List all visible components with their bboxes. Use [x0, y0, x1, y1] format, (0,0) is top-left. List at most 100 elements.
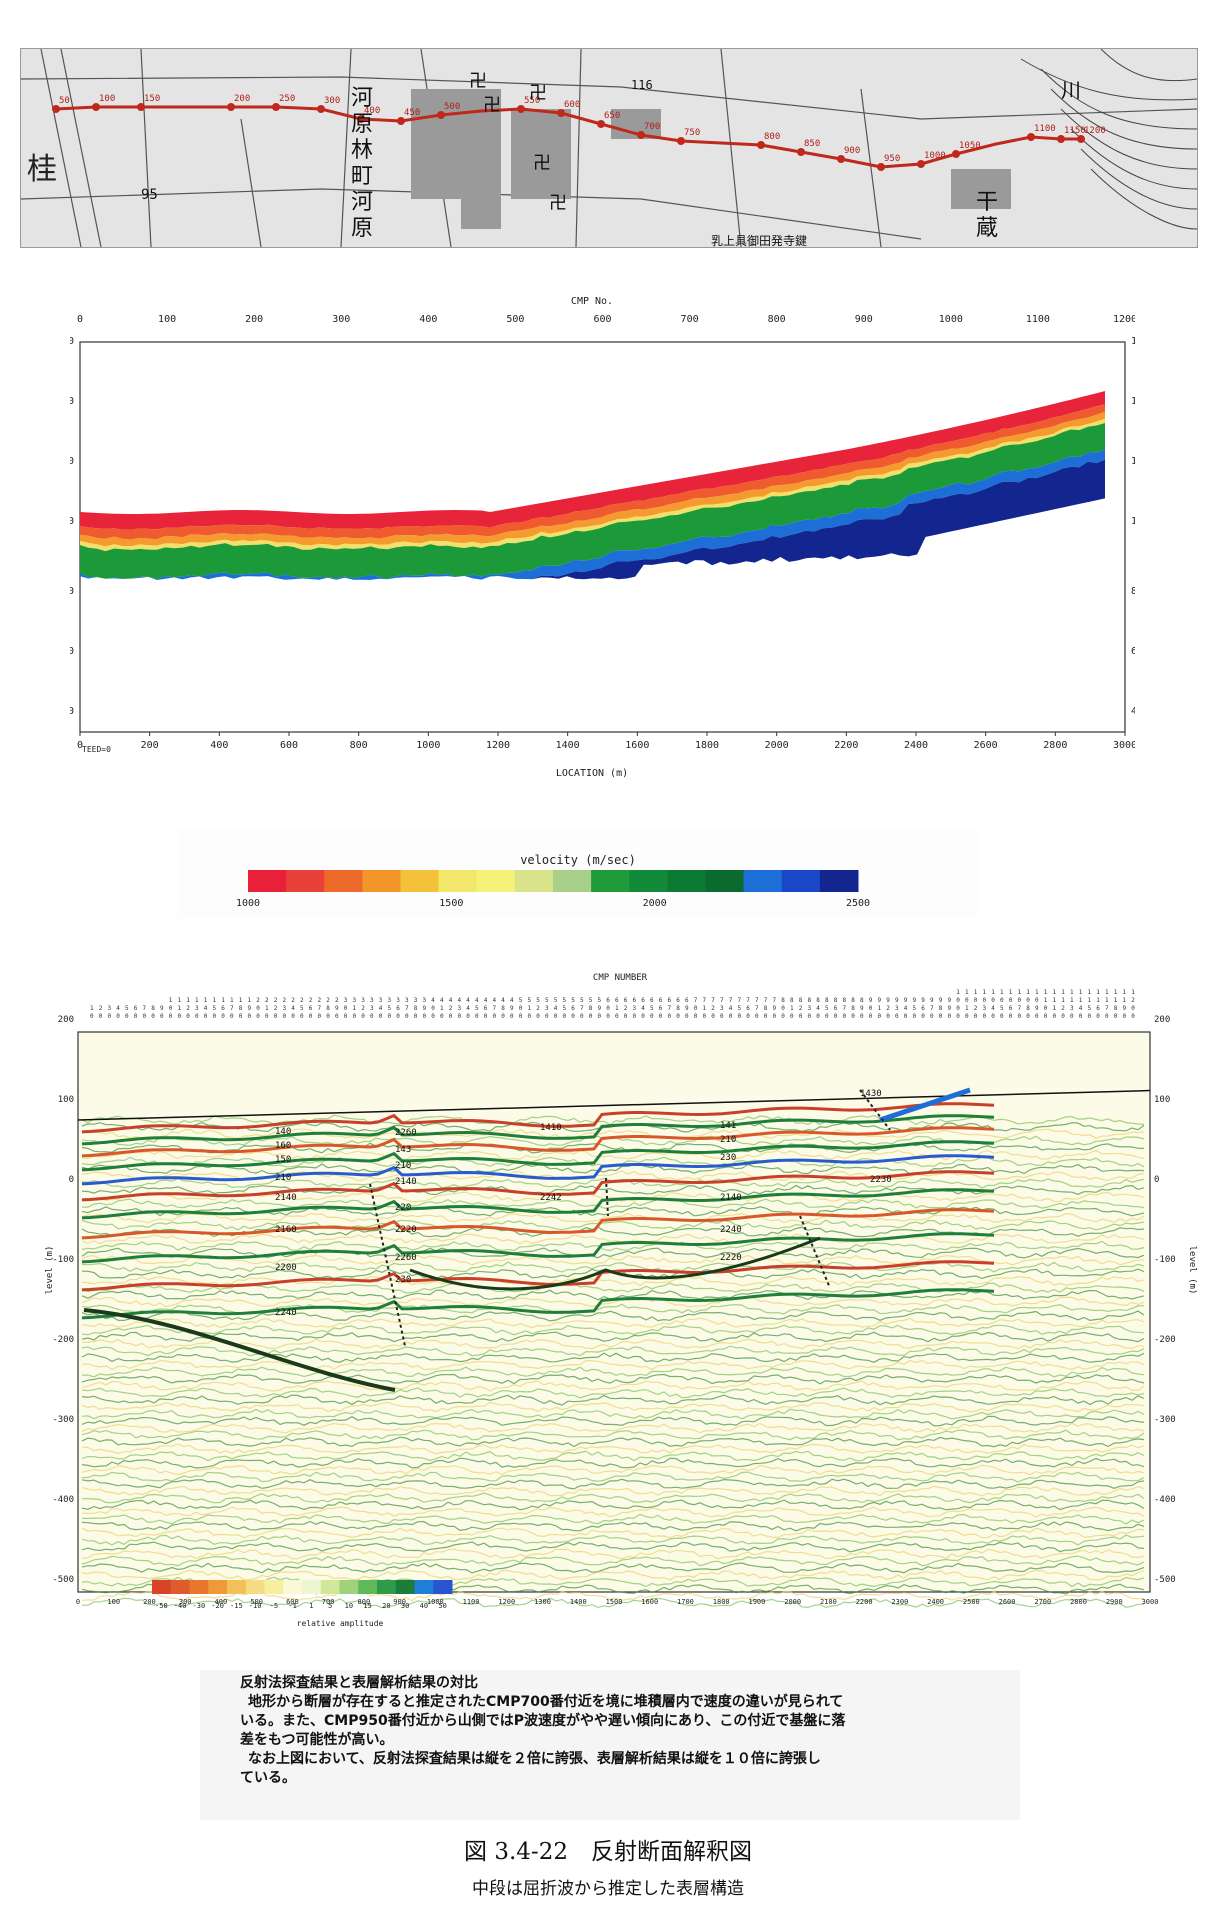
location-tick-label: 1800 — [695, 740, 719, 751]
cmp-digit: 0 — [458, 1013, 462, 1020]
cmp-digit: 5 — [125, 1005, 129, 1012]
velocity-legend-swatch — [706, 870, 745, 892]
amplitude-legend-swatch — [340, 1580, 359, 1594]
level-tick-label: 140 — [1131, 396, 1135, 407]
cmp-digit: 5 — [598, 997, 602, 1004]
cmp-digit: 6 — [659, 1005, 663, 1012]
cmp-digit: 1 — [221, 997, 225, 1004]
cmp-digit: 0 — [781, 1013, 785, 1020]
cmp-tick-label: 100 — [158, 314, 176, 325]
amplitude-legend-swatch — [152, 1580, 171, 1594]
cmp-digit: 7 — [720, 997, 724, 1004]
cmp-digit: 0 — [169, 1013, 173, 1020]
station-dot — [757, 141, 765, 149]
cmp-digit: 5 — [563, 1005, 567, 1012]
cmp-digit: 0 — [615, 1013, 619, 1020]
cmp-digit: 0 — [536, 1013, 540, 1020]
location-tick-label: 800 — [350, 740, 368, 751]
cmp-digit: 4 — [466, 997, 470, 1004]
temple-symbol: 卍 — [529, 83, 547, 104]
cmp-digit: 6 — [921, 1005, 925, 1012]
cmp-digit: 9 — [886, 997, 890, 1004]
cmp-digit: 3 — [405, 997, 409, 1004]
level-tick-label: 100 — [70, 516, 74, 527]
amplitude-legend-tick: -5 — [270, 1602, 278, 1610]
level-tick-label: 80 — [70, 586, 74, 597]
cmp-digit: 0 — [431, 1013, 435, 1020]
cmp-digit: 4 — [501, 997, 505, 1004]
cmp-digit: 0 — [125, 1013, 129, 1020]
cmp-digit: 3 — [414, 997, 418, 1004]
station-label: 750 — [684, 128, 700, 138]
cmp-digit: 6 — [606, 997, 610, 1004]
amplitude-legend-tick: 10 — [345, 1602, 353, 1610]
cmp-tick-label: 1000 — [939, 314, 963, 325]
station-dot — [1077, 135, 1085, 143]
cmp-digit: 6 — [309, 1005, 313, 1012]
station-dot — [637, 131, 645, 139]
amplitude-legend-swatch — [433, 1580, 452, 1594]
horizon-label: 230 — [395, 1275, 411, 1285]
cmp-digit: 0 — [221, 1013, 225, 1020]
cmp-digit: 8 — [781, 997, 785, 1004]
cmp-digit: 3 — [108, 1005, 112, 1012]
cmp-digit: 7 — [930, 1005, 934, 1012]
cmp-digit: 0 — [423, 1013, 427, 1020]
cmp-digit: 6 — [1096, 1005, 1100, 1012]
cmp-digit: 9 — [860, 1005, 864, 1012]
cmp-tick-label: 0 — [77, 314, 83, 325]
cmp-digit: 0 — [99, 1013, 103, 1020]
station-label: 850 — [804, 139, 820, 149]
cmp-digit: 4 — [991, 1005, 995, 1012]
cmp-digit: 2 — [361, 1005, 365, 1012]
cmp-digit: 4 — [493, 997, 497, 1004]
cmp-digit: 0 — [746, 1013, 750, 1020]
cmp-digit: 4 — [116, 1005, 120, 1012]
building-number: 116 — [631, 78, 653, 92]
cmp-digit: 0 — [904, 1013, 908, 1020]
cmp-tick-label: 1200 — [1113, 314, 1135, 325]
cmp-digit: 0 — [405, 1013, 409, 1020]
cmp-digit: 1 — [983, 989, 987, 996]
note-line-1: 地形から断層が存在すると推定されたCMP700番付近を境に堆積層内で速度の違いが… — [200, 1693, 1020, 1712]
cmp-digit: 0 — [641, 1013, 645, 1020]
cmp-digit: 1 — [965, 989, 969, 996]
cmp-digit: 4 — [291, 1005, 295, 1012]
velocity-legend-tick: 2500 — [846, 898, 870, 909]
seismic-location-tick: 2200 — [856, 1598, 873, 1606]
note-line-2: いる。また、CMP950番付近から山側ではP波速度がやや遅い傾向にあり、この付近… — [200, 1712, 1020, 1731]
amplitude-legend-tick: 1 — [309, 1602, 313, 1610]
velocity-legend-swatch — [591, 870, 630, 892]
amplitude-legend-tick: -10 — [249, 1602, 262, 1610]
cmp-digit: 3 — [1070, 1005, 1074, 1012]
cmp-digit: 0 — [1044, 1005, 1048, 1012]
cmp-digit: 2 — [974, 1005, 978, 1012]
cmp-digit: 0 — [913, 1013, 917, 1020]
cmp-digit: 9 — [773, 1005, 777, 1012]
cmp-digit: 4 — [510, 997, 514, 1004]
location-tick-label: 1600 — [625, 740, 649, 751]
horizon-label: 143 — [395, 1145, 411, 1155]
cmp-digit: 8 — [860, 997, 864, 1004]
station-label: 900 — [844, 146, 860, 156]
corner-label: TEED=0 — [82, 745, 111, 754]
location-tick-label: 1000 — [416, 740, 440, 751]
cmp-digit: 7 — [318, 1005, 322, 1012]
level-tick-label: 150 — [70, 336, 74, 347]
horizon-label: 2260 — [395, 1128, 417, 1138]
cmp-digit: 0 — [974, 997, 978, 1004]
cmp-tick-label: 700 — [681, 314, 699, 325]
cmp-digit: 0 — [1026, 1013, 1030, 1020]
cmp-digit: 1 — [1123, 997, 1127, 1004]
cmp-digit: 6 — [484, 1005, 488, 1012]
cmp-digit: 2 — [1131, 997, 1135, 1004]
cmp-digit: 1 — [248, 997, 252, 1004]
cmp-digit: 1 — [1096, 989, 1100, 996]
cmp-digit: 0 — [930, 1013, 934, 1020]
station-dot — [517, 105, 525, 113]
level-tick-label: 160 — [1131, 336, 1135, 347]
cmp-digit: 5 — [528, 997, 532, 1004]
velocity-legend-swatch — [477, 870, 516, 892]
amplitude-legend-tick: -20 — [211, 1602, 224, 1610]
cmp-digit: 1 — [353, 1005, 357, 1012]
